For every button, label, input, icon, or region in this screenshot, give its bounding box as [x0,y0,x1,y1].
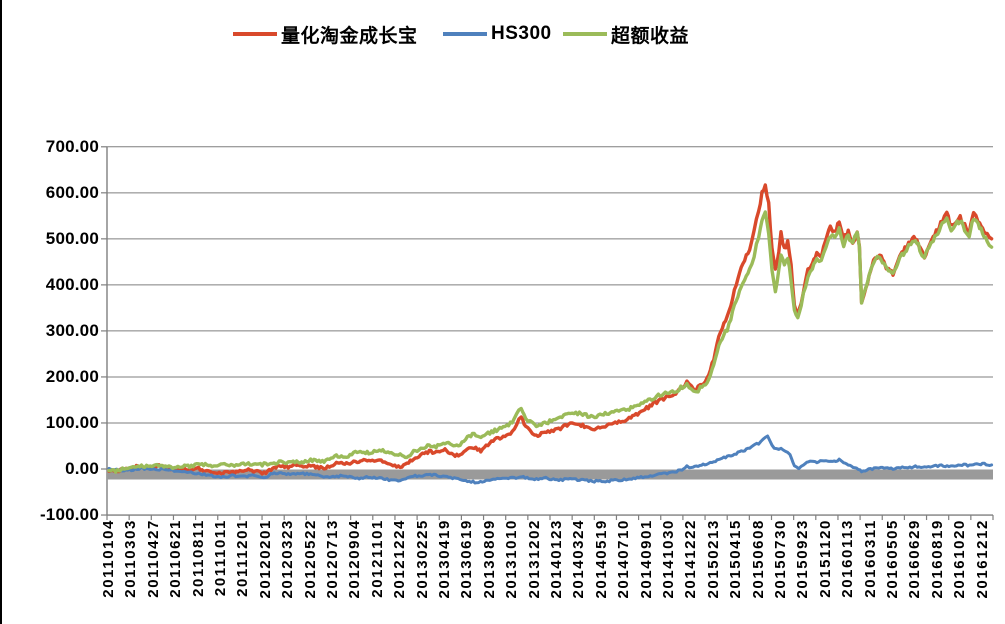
y-axis-label: 600.00 [45,182,99,202]
x-axis-label: 20140710 [615,519,633,599]
x-axis-label: 20111011 [212,519,229,597]
series-line-fund [107,183,994,476]
legend-item-fund: 量化淘金成长宝 [233,22,418,47]
x-axis-label: 20130619 [458,519,476,599]
x-axis-label: 20161212 [973,519,991,599]
y-axis-label: -100.00 [39,505,99,525]
x-axis-label: 20120323 [279,519,297,599]
x-axis-label: 20111201 [234,519,252,597]
x-axis-label: 20150608 [749,519,767,599]
excess-line-swatch-icon [563,32,607,36]
y-axis-label: 200.00 [45,366,99,386]
x-axis-label: 20110427 [144,519,162,598]
x-axis-label: 20110104 [100,519,117,598]
x-axis-label: 20110811 [189,519,207,597]
fund-line-swatch-icon [233,32,277,36]
x-axis-label: 20140324 [570,519,588,599]
x-axis-label: 20120904 [346,519,364,599]
x-axis-label: 20160113 [839,519,857,598]
x-axis-label: 20120522 [301,519,319,599]
x-axis-label: 20151120 [816,519,834,598]
x-axis-label: 20160505 [884,519,901,599]
x-axis-label: 20161020 [951,519,969,599]
x-axis-label: 20110621 [167,519,185,598]
x-axis-label: 20120201 [256,519,274,599]
series-line-excess [107,210,994,474]
y-axis-label: 300.00 [45,320,99,340]
hs300-line-swatch-icon [443,32,487,36]
x-axis-label: 20140123 [548,519,565,599]
x-axis-label: 20131010 [503,519,521,599]
legend-label-hs300: HS300 [491,23,552,44]
x-axis-label: 20110303 [122,519,140,598]
legend-label-excess: 超额收益 [611,25,690,47]
legend-item-excess: 超额收益 [563,22,690,47]
y-axis-label: 700.00 [45,136,99,156]
x-axis-label: 20160629 [906,519,924,599]
x-axis-label: 20140901 [637,519,655,599]
x-axis-label: 20130809 [480,519,498,599]
x-axis-label: 20150730 [772,519,789,599]
left-border [0,0,2,624]
x-axis-label: 20160819 [928,519,946,599]
y-axis-label: 100.00 [45,412,99,432]
x-axis-label: 20141030 [660,519,677,599]
y-axis-label: 400.00 [45,274,99,294]
x-axis-label: 20160311 [861,519,879,598]
y-axis-label: 500.00 [45,228,99,248]
x-axis-label: 20150213 [704,519,722,599]
x-axis-label: 20130419 [436,519,453,599]
x-axis-label: 20131202 [525,519,543,599]
zero-band [107,469,993,480]
x-axis-label: 20120713 [324,519,341,599]
chart-legend: 量化淘金成长宝 HS300 超额收益 [0,0,1005,60]
x-axis-label: 20121101 [368,519,386,598]
x-axis-label: 20140519 [592,519,610,599]
x-axis-label: 20141222 [682,519,700,599]
series-line-hs300 [107,434,994,485]
legend-item-hs300: HS300 [443,22,552,46]
x-axis-label: 20150923 [794,519,812,599]
x-axis-label: 20121224 [391,519,409,599]
x-axis-label: 20150415 [727,519,745,599]
legend-label-fund: 量化淘金成长宝 [281,25,418,47]
x-axis-label: 20130225 [413,519,431,599]
y-axis-label: 0.00 [65,459,99,478]
